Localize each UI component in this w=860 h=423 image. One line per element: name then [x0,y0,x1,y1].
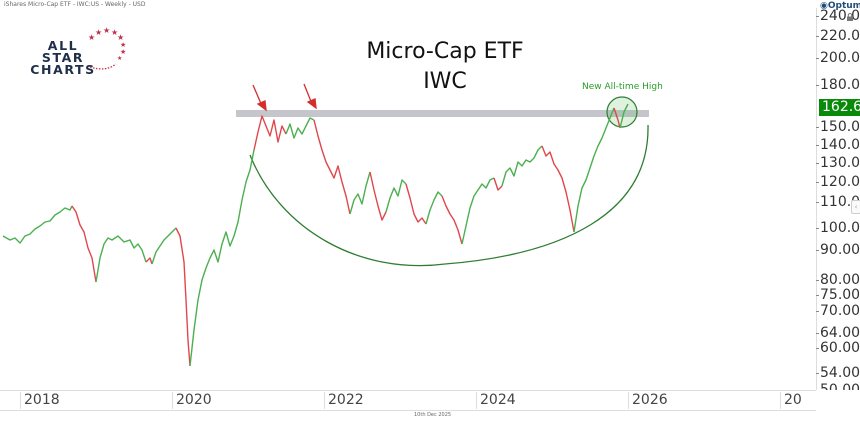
resistance-band [236,110,649,117]
y-tick: 80.00 [815,272,860,288]
logo-line2: CHARTS [30,62,96,77]
x-tick: 2022 [324,392,364,409]
y-tick: 220.00 [816,29,860,43]
rounded-base-arc [249,124,649,267]
collapse-panel-handle[interactable]: ‹ [851,200,860,214]
optuma-logo: ◉Optuma [820,1,860,11]
y-tick: 110.00 [816,195,860,209]
y-tick: 60.00 [815,340,860,356]
optuma-icon: ◉ [820,1,828,11]
instrument-header: iShares Micro-Cap ETF - IWC:US - Weekly … [4,1,146,8]
svg-text:★: ★ [103,26,110,35]
svg-text:★: ★ [88,33,95,42]
price-series [2,103,629,367]
optuma-label: Optuma [827,1,860,11]
y-tick: 130.00 [816,156,860,170]
svg-text:★: ★ [120,48,126,56]
x-tick: 2020 [172,392,212,409]
new-high-circle [606,96,638,128]
arrow-icon [252,83,317,112]
y-tick: 140.00 [816,138,860,152]
svg-text:★: ★ [117,33,124,42]
lock-icon[interactable] [846,13,854,21]
y-tick: 240.00 [816,9,860,23]
new-high-annotation: New All-time High [582,82,663,92]
x-tick: 2018 [20,392,60,409]
last-price-tag: 162.64 [819,99,860,116]
y-tick: 120.00 [816,175,860,189]
chart-title-line1: Micro-Cap ETF [366,39,524,64]
price-chart[interactable] [0,0,816,390]
y-tick: 90.00 [815,242,860,258]
x-tick: 2026 [628,392,668,409]
x-axis[interactable]: 2018 2020 2022 2024 2026 20 [0,390,816,411]
chart-title-line2: IWC [423,69,467,94]
y-tick: 64.00 [815,325,860,341]
y-tick: 50.00 [820,383,860,390]
svg-text:★: ★ [95,28,102,37]
y-tick: 70.00 [815,303,860,319]
y-tick: 180.00 [816,78,860,92]
y-tick: 150.00 [816,120,860,134]
y-tick: 54.00 [815,365,860,381]
svg-text:★: ★ [117,55,122,62]
y-tick: 75.00 [815,287,860,303]
svg-text:★: ★ [120,41,126,49]
svg-text:★: ★ [111,28,118,37]
y-tick: 100.00 [816,221,860,235]
chart-title: Micro-Cap ETF IWC [340,37,550,97]
y-axis-line [816,8,817,390]
footer-date: 10th Dec 2025 [414,412,452,418]
logo-line1: ALL STAR [41,38,85,65]
all-star-charts-logo: ALL STAR CHARTS ★ ★ ★ ★ ★ ★ ★ ★ [28,26,128,76]
x-tick: 2024 [476,392,516,409]
y-tick: 200.00 [816,51,860,65]
logo-stars-icon: ★ ★ ★ ★ ★ ★ ★ ★ [88,26,126,70]
x-tick: 20 [780,392,817,409]
